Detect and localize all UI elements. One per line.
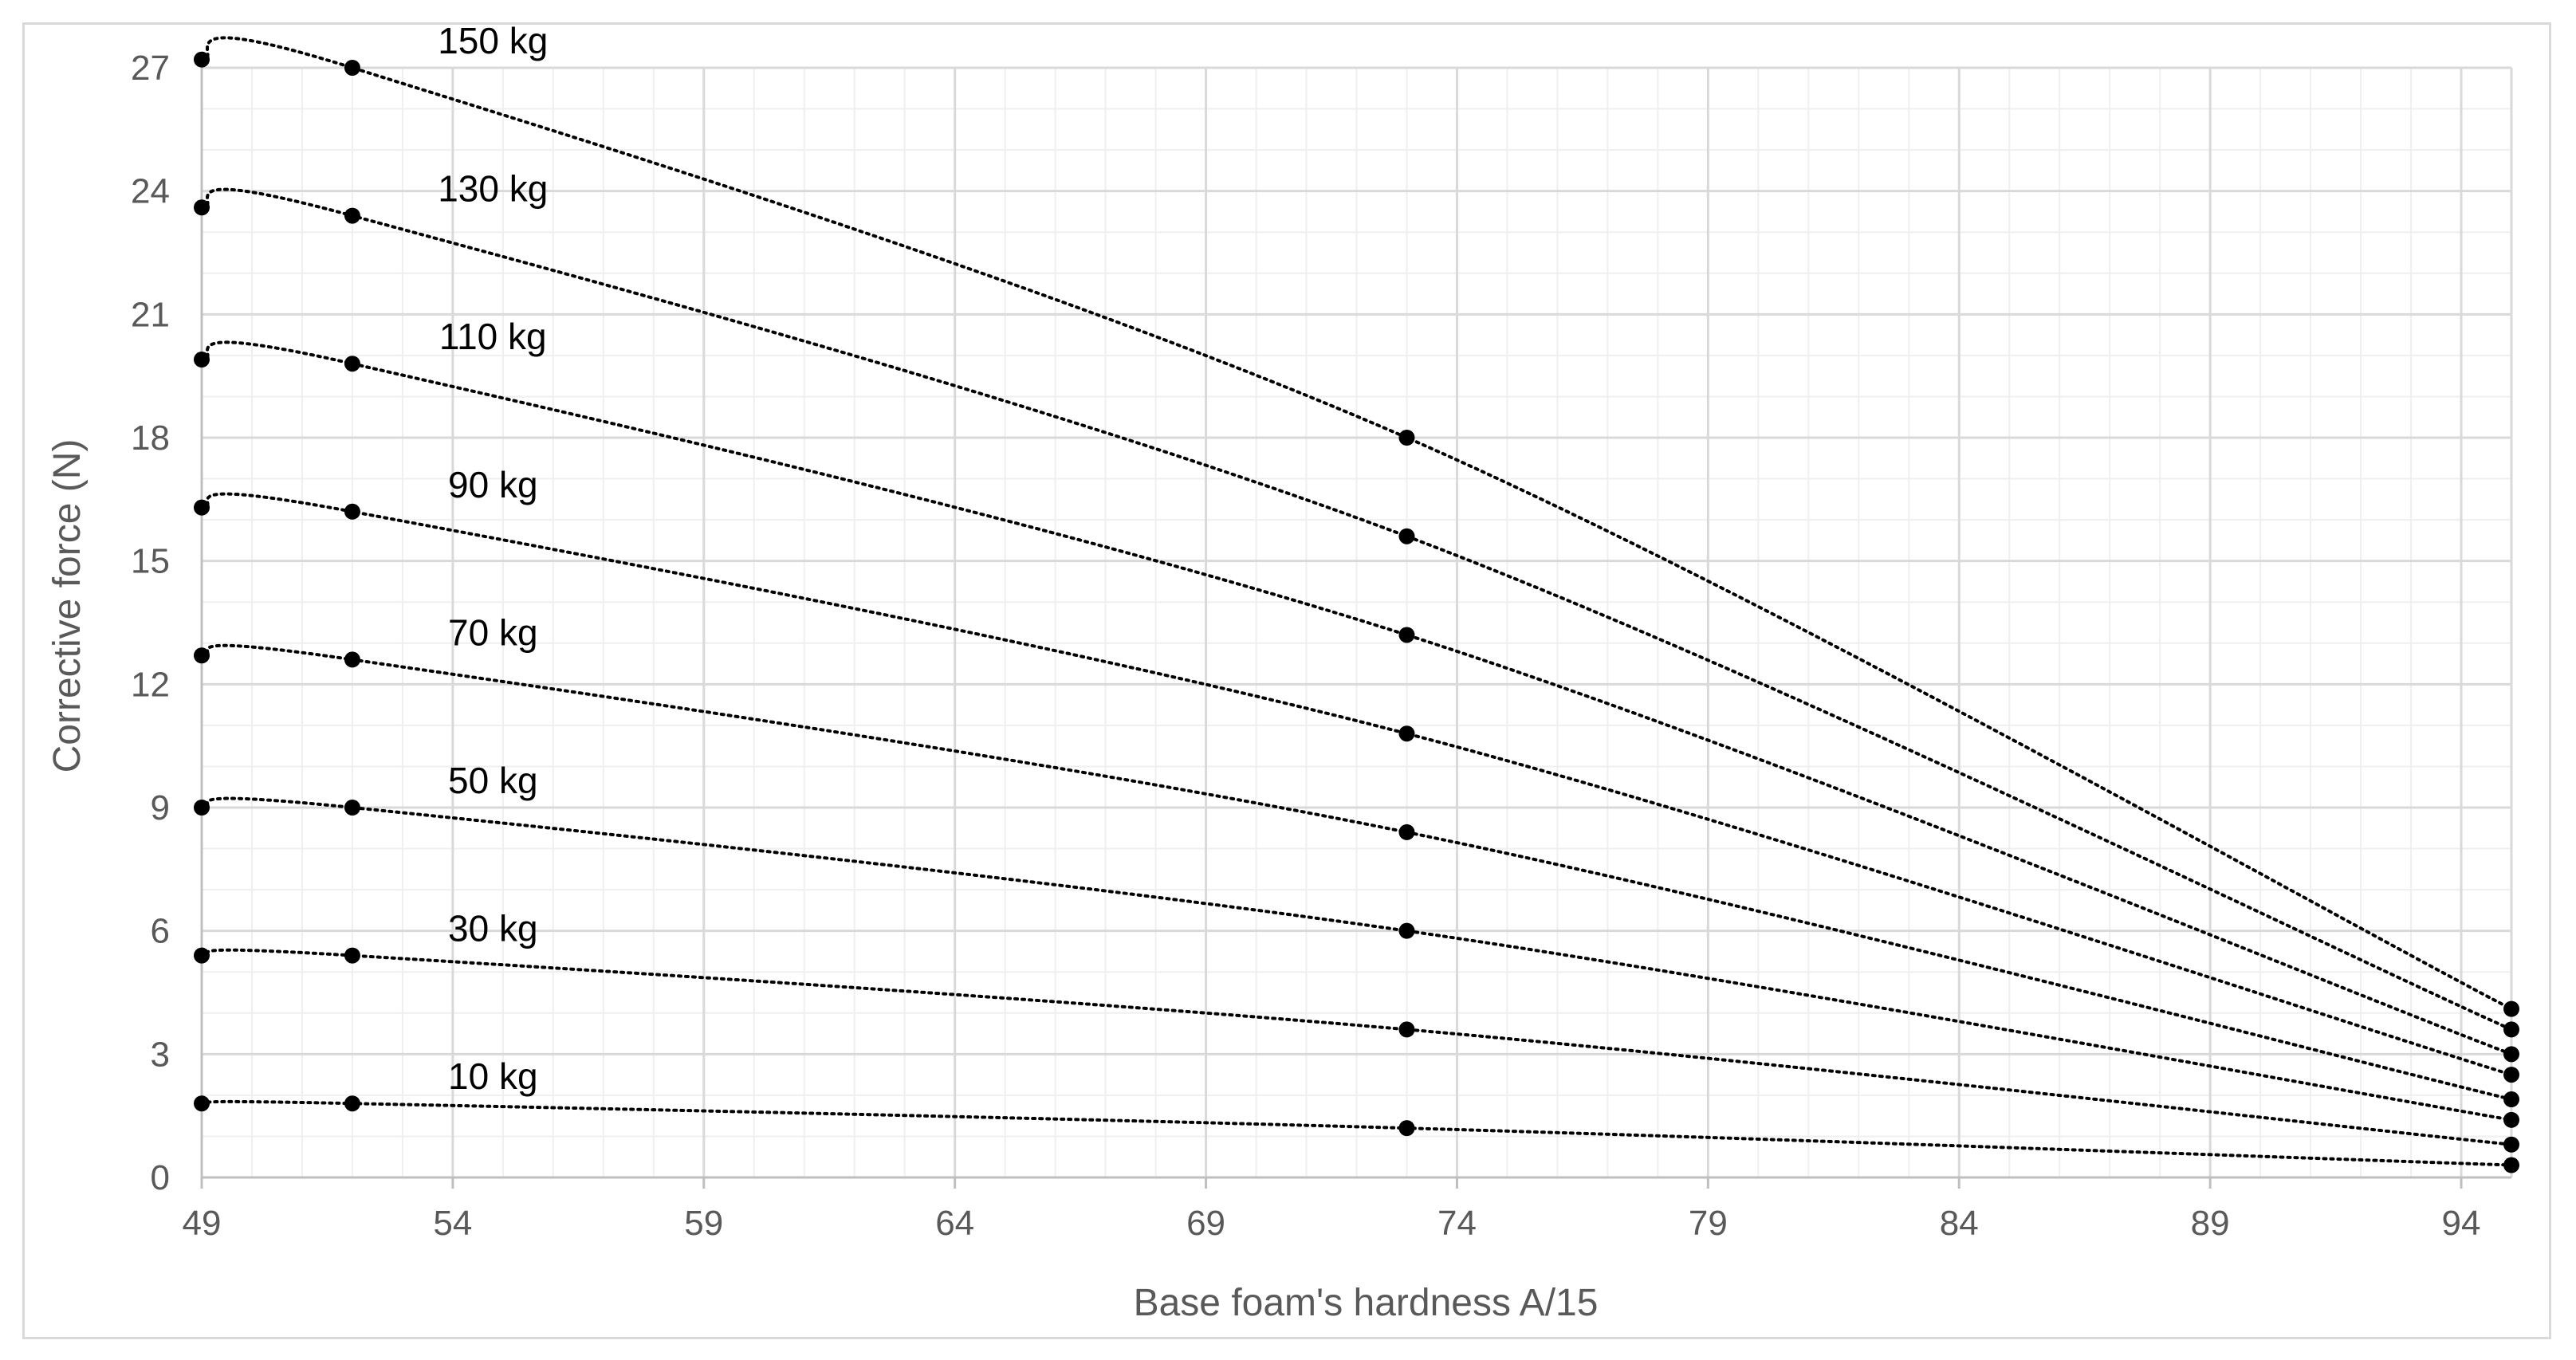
data-point [1398, 1021, 1415, 1038]
data-point [194, 800, 210, 816]
y-tick-label: 3 [151, 1035, 170, 1074]
data-point [2503, 1000, 2519, 1017]
y-tick-label: 9 [151, 788, 170, 827]
series-line [200, 187, 2513, 1032]
data-point [344, 60, 360, 76]
x-tick-label: 49 [183, 1204, 222, 1243]
data-point [1398, 528, 1415, 544]
x-tick-label: 64 [935, 1204, 974, 1243]
data-point [1398, 627, 1415, 643]
series-line [200, 1099, 2513, 1167]
data-point [194, 1095, 210, 1112]
x-tick-label: 59 [684, 1204, 723, 1243]
data-point [2503, 1046, 2519, 1063]
series-line [200, 492, 2513, 1077]
data-point [2503, 1136, 2519, 1153]
y-axis-ticks: 0 3 6 9 12 15 18 21 24 27 [131, 49, 170, 1197]
series-label: 110 kg [439, 316, 547, 357]
data-point [344, 356, 360, 372]
x-axis-ticks: 49 54 59 64 69 74 79 84 89 94 [183, 1177, 2481, 1243]
y-tick-label: 18 [131, 419, 170, 458]
data-point [194, 499, 210, 516]
data-point [1398, 725, 1415, 742]
series-line [200, 36, 2513, 1011]
series-line [200, 948, 2513, 1146]
data-point [2503, 1091, 2519, 1108]
series-line [200, 340, 2513, 1056]
y-tick-label: 15 [131, 542, 170, 581]
data-point [344, 503, 360, 520]
data-point [1398, 430, 1415, 446]
series-label: 30 kg [448, 908, 538, 949]
x-tick-label: 54 [433, 1204, 472, 1243]
y-tick-label: 21 [131, 295, 170, 334]
series-label: 150 kg [438, 20, 548, 61]
y-tick-label: 27 [131, 49, 170, 88]
data-point [344, 947, 360, 964]
x-tick-label: 79 [1689, 1204, 1728, 1243]
data-point [344, 800, 360, 816]
major-gridlines [200, 66, 2513, 1179]
y-tick-label: 12 [131, 665, 170, 704]
series-line [200, 796, 2513, 1122]
series-label: 10 kg [448, 1055, 538, 1097]
data-point [194, 51, 210, 68]
data-point [194, 947, 210, 964]
series-labels: 10 kg 30 kg 50 kg 70 kg 90 kg 110 kg 130 kg 150… [438, 20, 548, 1097]
data-point [1398, 922, 1415, 939]
x-tick-label: 74 [1437, 1204, 1477, 1243]
series-points [194, 51, 2519, 1173]
data-point [194, 647, 210, 664]
data-point [1398, 1120, 1415, 1137]
y-tick-label: 0 [151, 1158, 170, 1197]
series-label: 90 kg [448, 464, 538, 505]
data-point [2503, 1157, 2519, 1173]
y-tick-label: 6 [151, 912, 170, 951]
data-point [2503, 1067, 2519, 1083]
data-point [344, 207, 360, 224]
data-point [1398, 823, 1415, 840]
data-point [344, 651, 360, 668]
series-label: 130 kg [438, 168, 548, 210]
series-lines [200, 36, 2513, 1167]
data-point [194, 352, 210, 368]
x-tick-label: 84 [1940, 1204, 1979, 1243]
y-axis-title: Corrective force (N) [46, 439, 88, 773]
x-tick-label: 89 [2191, 1204, 2230, 1243]
data-point [2503, 1021, 2519, 1038]
data-point [194, 199, 210, 216]
x-axis-title: Base foam's hardness A/15 [1134, 1282, 1599, 1324]
data-point [2503, 1111, 2519, 1128]
series-label: 70 kg [448, 611, 538, 653]
x-tick-label: 94 [2442, 1204, 2481, 1243]
data-point [344, 1095, 360, 1112]
series-label: 50 kg [448, 760, 538, 801]
y-tick-label: 24 [131, 172, 170, 211]
series-line [200, 643, 2513, 1102]
x-tick-label: 69 [1186, 1204, 1225, 1243]
